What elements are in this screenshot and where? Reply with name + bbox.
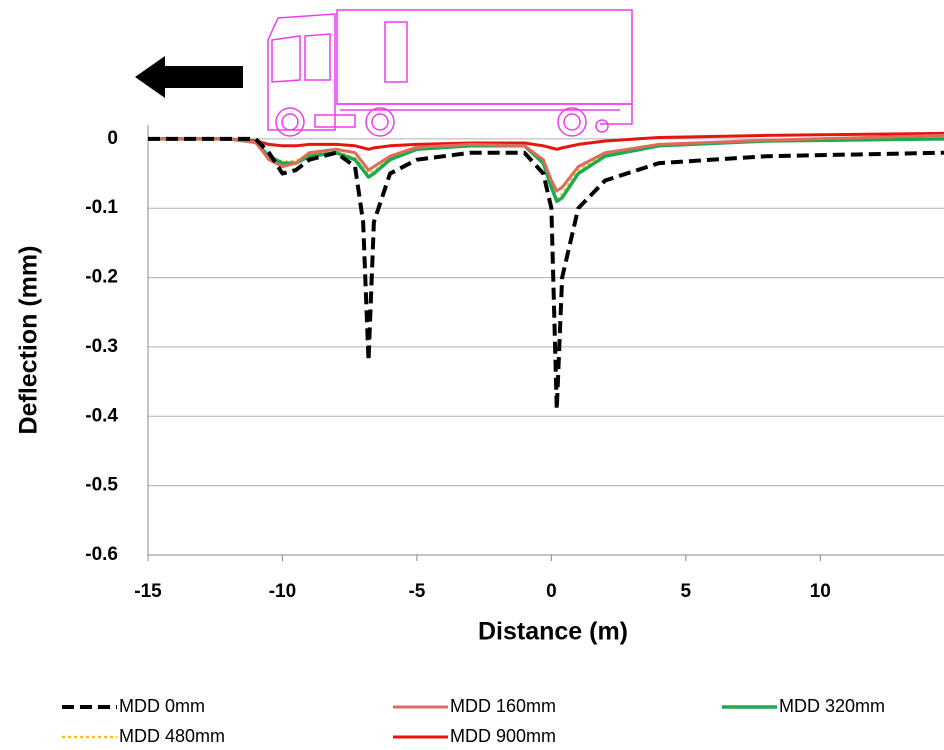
y-tick-label: -0.2 bbox=[85, 267, 118, 288]
x-tick-label: -5 bbox=[408, 581, 425, 602]
series-line bbox=[148, 136, 944, 412]
y-tick-label: 0 bbox=[107, 128, 118, 149]
y-tick-label: -0.1 bbox=[85, 197, 118, 218]
y-tick-label: -0.5 bbox=[85, 475, 118, 496]
legend-label: MDD 320mm bbox=[779, 696, 885, 716]
series-line bbox=[148, 133, 944, 193]
x-tick-label: 5 bbox=[681, 581, 692, 602]
legend-label: MDD 480mm bbox=[119, 726, 225, 746]
series-line bbox=[148, 131, 944, 151]
y-axis-title: Deflection (mm) bbox=[15, 246, 43, 435]
truck-illustration bbox=[267, 9, 633, 137]
legend-label: MDD 900mm bbox=[450, 726, 556, 746]
series-line bbox=[148, 137, 944, 204]
legend-label: MDD 0mm bbox=[119, 696, 205, 716]
legend-label: MDD 160mm bbox=[450, 696, 556, 716]
x-tick-label: -10 bbox=[269, 581, 296, 602]
x-tick-label: -15 bbox=[134, 581, 162, 602]
x-tick-label: 10 bbox=[810, 581, 831, 602]
y-tick-label: -0.6 bbox=[85, 544, 118, 565]
y-tick-label: -0.4 bbox=[85, 405, 118, 426]
x-axis-title: Distance (m) bbox=[478, 618, 628, 646]
y-tick-label: -0.3 bbox=[85, 336, 118, 357]
direction-arrow bbox=[135, 56, 243, 98]
x-tick-label: 0 bbox=[546, 581, 557, 602]
